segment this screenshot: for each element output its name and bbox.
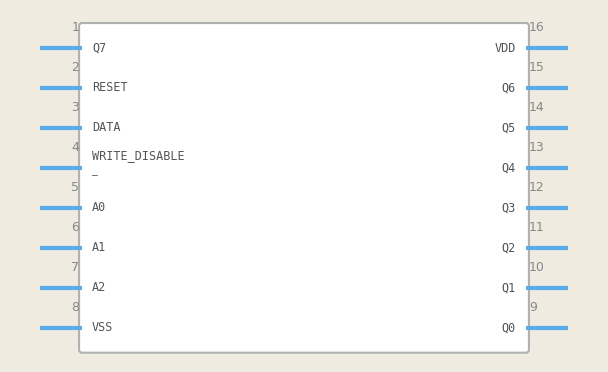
Text: Q3: Q3	[502, 201, 516, 214]
Text: A0: A0	[92, 201, 106, 214]
Text: A2: A2	[92, 281, 106, 294]
Text: 12: 12	[529, 181, 545, 194]
FancyBboxPatch shape	[79, 23, 529, 353]
Text: 5: 5	[71, 181, 79, 194]
Text: 15: 15	[529, 61, 545, 74]
Text: 9: 9	[529, 301, 537, 314]
Text: 7: 7	[71, 261, 79, 274]
Text: 10: 10	[529, 261, 545, 274]
Text: DATA: DATA	[92, 121, 120, 134]
Text: WRITE_DISABLE: WRITE_DISABLE	[92, 149, 185, 162]
Text: VDD: VDD	[494, 42, 516, 55]
Text: Q4: Q4	[502, 161, 516, 174]
Text: Q7: Q7	[92, 42, 106, 55]
Text: 11: 11	[529, 221, 545, 234]
Text: 6: 6	[71, 221, 79, 234]
Text: 16: 16	[529, 21, 545, 34]
Text: A1: A1	[92, 241, 106, 254]
Text: 14: 14	[529, 101, 545, 114]
Text: 1: 1	[71, 21, 79, 34]
Text: Q5: Q5	[502, 121, 516, 134]
Text: Q2: Q2	[502, 241, 516, 254]
Text: 4: 4	[71, 141, 79, 154]
Text: RESET: RESET	[92, 81, 128, 94]
Text: 8: 8	[71, 301, 79, 314]
Text: Q1: Q1	[502, 281, 516, 294]
Text: 2: 2	[71, 61, 79, 74]
Text: Q0: Q0	[502, 321, 516, 334]
Text: 3: 3	[71, 101, 79, 114]
Text: Q6: Q6	[502, 81, 516, 94]
Text: —: —	[92, 170, 98, 180]
Text: 13: 13	[529, 141, 545, 154]
Text: VSS: VSS	[92, 321, 114, 334]
